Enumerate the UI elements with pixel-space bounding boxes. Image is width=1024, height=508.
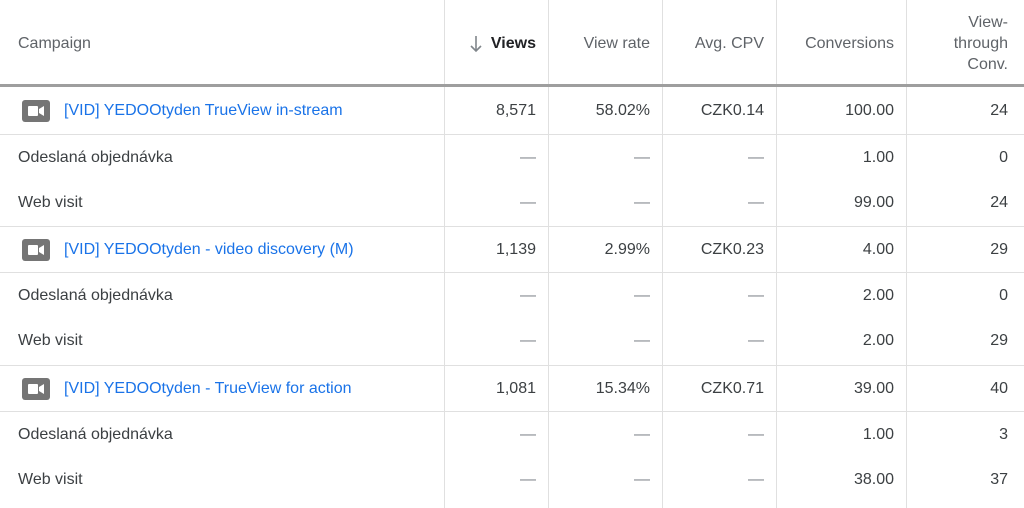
avg-cpv-cell: CZK0.23 <box>700 241 764 258</box>
table-row-campaign: [VID] YEDOOtyden - TrueView for action 1… <box>0 365 1024 411</box>
header-views-label: Views <box>490 34 536 52</box>
avg-cpv-cell: — <box>748 287 764 304</box>
views-cell: 1,139 <box>495 241 536 258</box>
header-vtc-line1: View- <box>968 14 1008 31</box>
views-cell: — <box>520 194 536 211</box>
video-camera-icon <box>22 239 50 261</box>
campaign-name-cell: [VID] YEDOOtyden TrueView in-stream <box>0 88 444 134</box>
avg-cpv-cell: — <box>748 332 764 349</box>
vtc-cell: 0 <box>999 149 1008 166</box>
view-rate-cell: — <box>634 287 650 304</box>
sort-down-arrow-icon <box>470 35 482 52</box>
table-row-campaign: [VID] YEDOOtyden - video discovery (M) 1… <box>0 226 1024 272</box>
table-row-conversion-action: Web visit — — — 2.00 29 <box>0 318 1024 364</box>
campaign-link[interactable]: [VID] YEDOOtyden - TrueView for action <box>64 380 352 397</box>
view-rate-cell: — <box>634 194 650 211</box>
header-campaign-label: Campaign <box>18 34 91 52</box>
view-rate-cell: — <box>634 426 650 443</box>
conversion-action-name: Web visit <box>18 471 83 488</box>
avg-cpv-cell: — <box>748 426 764 443</box>
video-camera-icon <box>22 378 50 400</box>
campaign-name-cell: [VID] YEDOOtyden - video discovery (M) <box>0 227 444 273</box>
avg-cpv-cell: — <box>748 149 764 166</box>
conversions-cell: 39.00 <box>853 380 894 397</box>
header-campaign[interactable]: Campaign <box>0 0 444 87</box>
header-avg-cpv-label: Avg. CPV <box>694 34 764 52</box>
avg-cpv-cell: CZK0.14 <box>700 102 764 119</box>
header-conversions-label: Conversions <box>805 34 894 52</box>
conversions-cell: 1.00 <box>862 426 894 443</box>
table-row-conversion-action: Odeslaná objednávka — — — 1.00 3 <box>0 411 1024 457</box>
conversions-cell: 38.00 <box>853 471 894 488</box>
conversion-action-name: Odeslaná objednávka <box>18 287 173 304</box>
view-rate-cell: 2.99% <box>604 241 650 258</box>
campaign-link[interactable]: [VID] YEDOOtyden - video discovery (M) <box>64 241 354 258</box>
table-row-conversion-action: Odeslaná objednávka — — — 2.00 0 <box>0 272 1024 318</box>
conversions-cell: 4.00 <box>862 241 894 258</box>
vtc-cell: 0 <box>999 287 1008 304</box>
table-row-conversion-action: Odeslaná objednávka — — — 1.00 0 <box>0 134 1024 180</box>
conversions-cell: 1.00 <box>862 149 894 166</box>
conversions-cell: 2.00 <box>862 332 894 349</box>
table-row-campaign: [VID] YEDOOtyden TrueView in-stream 8,57… <box>0 88 1024 134</box>
views-cell: — <box>520 332 536 349</box>
avg-cpv-cell: — <box>748 471 764 488</box>
views-cell: 1,081 <box>495 380 536 397</box>
conversions-cell: 2.00 <box>862 287 894 304</box>
vtc-cell: 29 <box>990 241 1008 258</box>
campaign-link[interactable]: [VID] YEDOOtyden TrueView in-stream <box>64 102 343 119</box>
view-rate-cell: 58.02% <box>595 102 650 119</box>
vtc-cell: 40 <box>990 380 1008 397</box>
view-rate-cell: 15.34% <box>595 380 650 397</box>
conversion-action-name: Odeslaná objednávka <box>18 426 173 443</box>
video-camera-icon <box>22 100 50 122</box>
conversions-cell: 99.00 <box>853 194 894 211</box>
header-view-through-conv[interactable]: View- through Conv. <box>906 0 1024 87</box>
conversions-cell: 100.00 <box>845 102 894 119</box>
views-cell: 8,571 <box>495 102 536 119</box>
vtc-cell: 24 <box>990 102 1008 119</box>
view-rate-cell: — <box>634 149 650 166</box>
table-row-conversion-action: Web visit — — — 38.00 37 <box>0 457 1024 503</box>
views-cell: — <box>520 426 536 443</box>
header-conversions[interactable]: Conversions <box>776 0 906 87</box>
conversion-action-name: Odeslaná objednávka <box>18 149 173 166</box>
campaign-name-cell: [VID] YEDOOtyden - TrueView for action <box>0 366 444 412</box>
header-views[interactable]: Views <box>444 0 548 87</box>
vtc-cell: 24 <box>990 194 1008 211</box>
view-rate-cell: — <box>634 332 650 349</box>
header-vtc-line3: Conv. <box>967 56 1008 73</box>
conversion-action-name: Web visit <box>18 332 83 349</box>
vtc-cell: 29 <box>990 332 1008 349</box>
view-rate-cell: — <box>634 471 650 488</box>
header-vtc-line2: through <box>953 35 1008 52</box>
views-cell: — <box>520 471 536 488</box>
avg-cpv-cell: — <box>748 194 764 211</box>
header-avg-cpv[interactable]: Avg. CPV <box>662 0 776 87</box>
avg-cpv-cell: CZK0.71 <box>700 380 764 397</box>
header-view-rate[interactable]: View rate <box>548 0 662 87</box>
table-row-conversion-action: Web visit — — — 99.00 24 <box>0 180 1024 226</box>
views-cell: — <box>520 287 536 304</box>
conversion-action-name: Web visit <box>18 194 83 211</box>
header-view-rate-label: View rate <box>583 34 650 52</box>
table-header: Campaign Views View rate Avg. CPV Conver… <box>0 0 1024 87</box>
views-cell: — <box>520 149 536 166</box>
vtc-cell: 37 <box>990 471 1008 488</box>
vtc-cell: 3 <box>999 426 1008 443</box>
